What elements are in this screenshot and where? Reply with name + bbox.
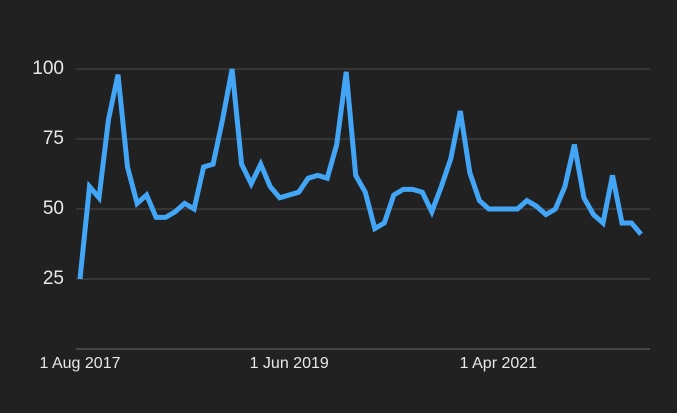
y-tick-label: 50 xyxy=(43,198,64,219)
y-tick-label: 100 xyxy=(32,58,64,79)
y-tick-label: 25 xyxy=(43,268,64,289)
x-tick-label: 1 Aug 2017 xyxy=(40,355,121,372)
y-tick-label: 75 xyxy=(43,128,64,149)
line-series xyxy=(77,68,643,280)
x-tick-label: 1 Apr 2021 xyxy=(460,355,538,372)
x-tick-label: 1 Jun 2019 xyxy=(250,355,329,372)
